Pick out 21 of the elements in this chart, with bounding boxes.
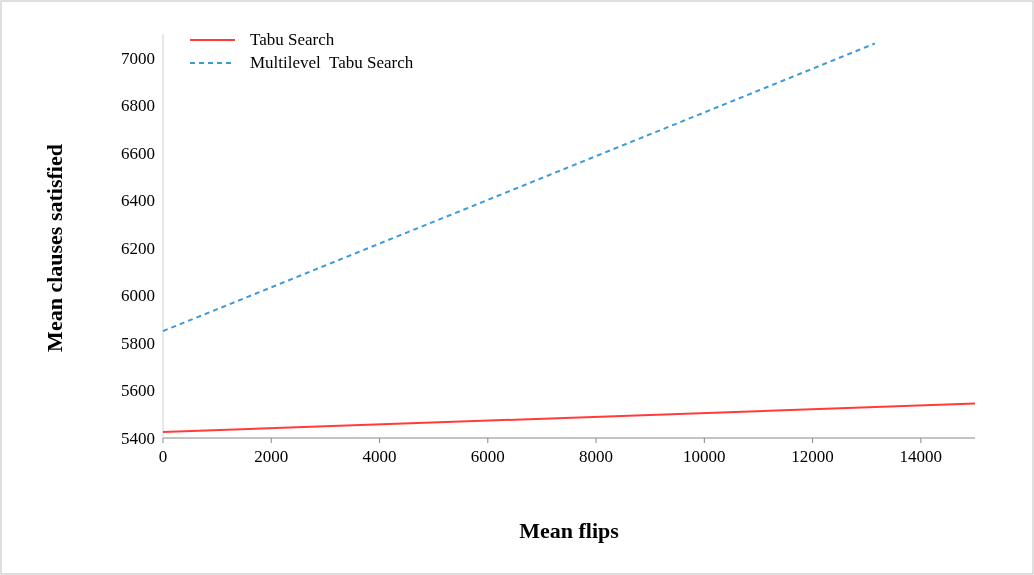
x-tick-label: 10000 xyxy=(683,447,726,466)
y-tick-label: 5800 xyxy=(121,333,155,353)
y-tick-label: 6600 xyxy=(121,143,155,163)
legend-label: Multilevel Tabu Search xyxy=(250,53,414,72)
x-tick-label: 2000 xyxy=(254,447,289,466)
x-tick-label: 0 xyxy=(158,447,168,466)
y-tick-label: 6800 xyxy=(121,96,155,116)
y-tick-label: 6200 xyxy=(121,238,155,258)
y-tick-label: 6400 xyxy=(121,191,155,211)
y-tick-label: 5400 xyxy=(121,429,155,448)
x-tick-label: 8000 xyxy=(579,447,614,466)
y-axis-title: Mean clauses satisfied xyxy=(42,144,67,352)
x-tick-label: 12000 xyxy=(791,447,834,466)
x-axis-title: Mean flips xyxy=(519,518,620,543)
y-tick-label: 6000 xyxy=(121,286,155,306)
y-tick-label: 7000 xyxy=(121,48,155,68)
legend-label: Tabu Search xyxy=(250,30,335,49)
y-tick-label: 5600 xyxy=(121,381,155,401)
x-tick-label: 14000 xyxy=(899,447,943,466)
x-tick-label: 6000 xyxy=(470,447,505,466)
x-tick-label: 4000 xyxy=(362,447,397,466)
